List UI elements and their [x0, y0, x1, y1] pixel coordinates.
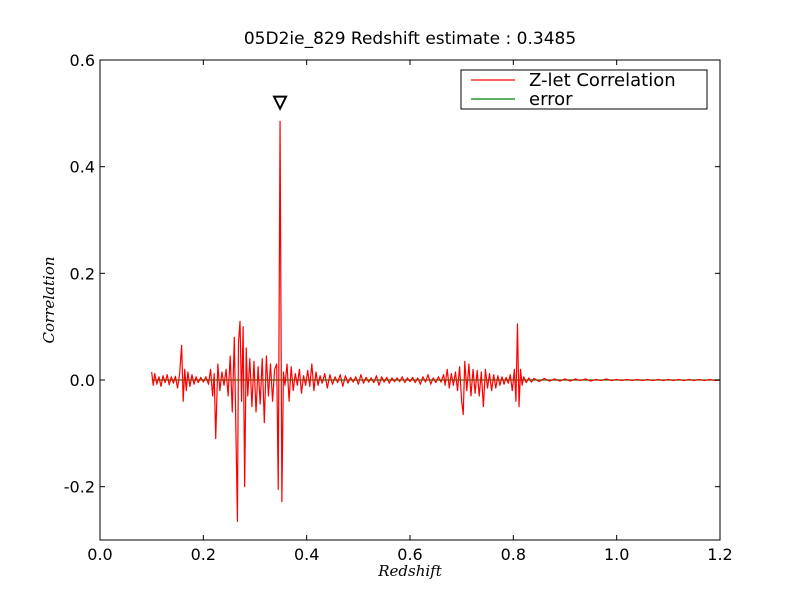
- x-tick-label: 0.2: [191, 545, 216, 564]
- x-tick-label: 0.6: [397, 545, 422, 564]
- series-layer: [151, 120, 721, 522]
- y-tick-label: 0.2: [70, 264, 95, 283]
- chart-title: 05D2ie_829 Redshift estimate : 0.3485: [244, 29, 576, 49]
- y-tick-label: -0.2: [64, 478, 95, 497]
- x-tick-label: 0.8: [501, 545, 526, 564]
- legend-label-error: error: [529, 89, 573, 110]
- x-tick-label: 1.2: [707, 545, 732, 564]
- redshift-estimate-marker: [272, 95, 288, 111]
- y-tick-label: 0.0: [70, 371, 95, 390]
- legend-label-z-let-correlation: Z-let Correlation: [529, 70, 676, 91]
- plot-area: 0.0 0.2 0.4 0.6 0.8 1.0 1.2 -0.2 0.0 0.2 0.4 0.6: [64, 51, 733, 564]
- plot-frame: [99, 59, 721, 541]
- marker-layer: [272, 95, 288, 111]
- x-tick-label: 0.0: [87, 545, 112, 564]
- series-line-z-let-correlation: [151, 120, 721, 522]
- y-axis-ticks: -0.2 0.0 0.2 0.4 0.6: [64, 51, 720, 497]
- x-axis-label: Redshift: [377, 562, 442, 580]
- y-tick-label: 0.4: [70, 158, 95, 177]
- y-tick-label: 0.6: [70, 51, 95, 70]
- x-tick-label: 1.0: [604, 545, 629, 564]
- x-tick-label: 0.4: [294, 545, 319, 564]
- legend: Z-let Correlation error: [460, 69, 708, 110]
- legend-box: [460, 69, 708, 110]
- y-axis-label: Correlation: [40, 257, 58, 344]
- x-axis-ticks: 0.0 0.2 0.4 0.6 0.8 1.0 1.2: [87, 60, 733, 564]
